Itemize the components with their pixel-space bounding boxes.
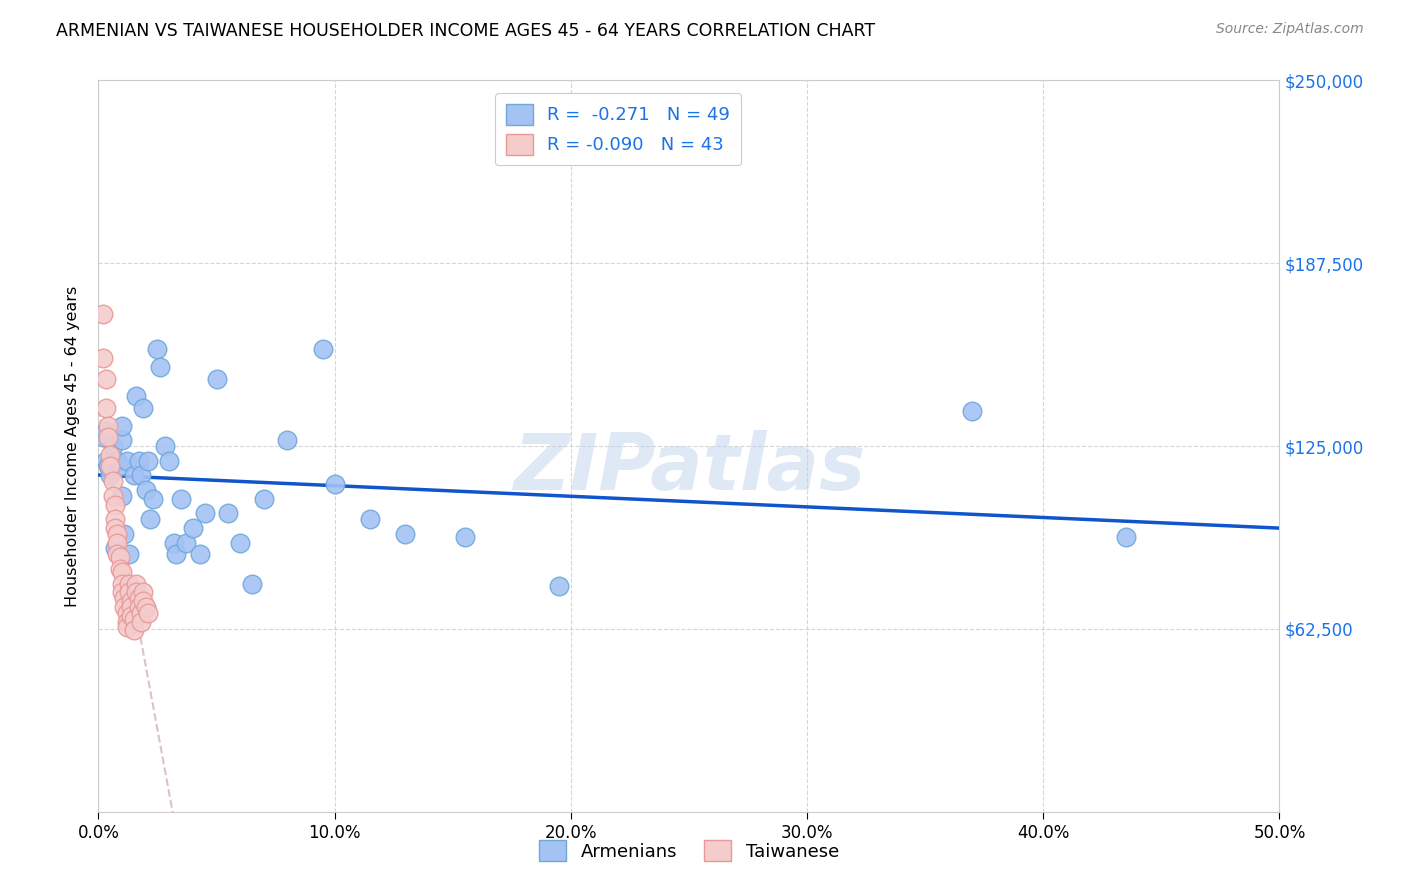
Point bbox=[129, 606, 152, 620]
Point bbox=[276, 433, 298, 447]
Point bbox=[121, 599, 143, 614]
Point bbox=[453, 530, 475, 544]
Point bbox=[135, 483, 157, 497]
Point bbox=[112, 526, 135, 541]
Point bbox=[98, 459, 121, 474]
Point bbox=[139, 512, 162, 526]
Point bbox=[240, 576, 263, 591]
Point bbox=[94, 401, 117, 415]
Point bbox=[153, 439, 176, 453]
Point bbox=[548, 579, 571, 593]
Point bbox=[962, 404, 984, 418]
Point bbox=[97, 418, 120, 433]
Point bbox=[94, 453, 117, 467]
Point bbox=[132, 401, 155, 415]
Point bbox=[129, 615, 152, 629]
Point bbox=[111, 418, 134, 433]
Point bbox=[394, 526, 416, 541]
Legend: Armenians, Taiwanese: Armenians, Taiwanese bbox=[531, 833, 846, 869]
Point bbox=[104, 541, 127, 556]
Point bbox=[136, 606, 159, 620]
Point bbox=[122, 624, 145, 638]
Point bbox=[121, 608, 143, 623]
Text: ARMENIAN VS TAIWANESE HOUSEHOLDER INCOME AGES 45 - 64 YEARS CORRELATION CHART: ARMENIAN VS TAIWANESE HOUSEHOLDER INCOME… bbox=[56, 22, 876, 40]
Point bbox=[104, 512, 127, 526]
Point bbox=[142, 491, 165, 506]
Point bbox=[94, 372, 117, 386]
Point bbox=[188, 547, 211, 561]
Point bbox=[115, 615, 138, 629]
Point bbox=[118, 576, 141, 591]
Point bbox=[205, 372, 228, 386]
Point bbox=[125, 576, 148, 591]
Point bbox=[112, 599, 135, 614]
Point bbox=[111, 576, 134, 591]
Point bbox=[194, 506, 217, 520]
Y-axis label: Householder Income Ages 45 - 64 years: Householder Income Ages 45 - 64 years bbox=[65, 285, 80, 607]
Point bbox=[122, 468, 145, 483]
Point bbox=[115, 606, 138, 620]
Point bbox=[111, 565, 134, 579]
Point bbox=[108, 459, 131, 474]
Point bbox=[122, 612, 145, 626]
Text: ZIPatlas: ZIPatlas bbox=[513, 430, 865, 506]
Point bbox=[104, 498, 127, 512]
Point bbox=[105, 535, 128, 549]
Point bbox=[128, 453, 150, 467]
Point bbox=[108, 550, 131, 565]
Point bbox=[101, 439, 124, 453]
Point bbox=[146, 343, 169, 357]
Point bbox=[132, 585, 155, 599]
Point bbox=[111, 433, 134, 447]
Point bbox=[98, 468, 121, 483]
Point bbox=[125, 585, 148, 599]
Point bbox=[112, 591, 135, 606]
Point bbox=[135, 599, 157, 614]
Point bbox=[118, 585, 141, 599]
Point bbox=[170, 491, 193, 506]
Point bbox=[94, 425, 117, 439]
Point bbox=[101, 489, 124, 503]
Point bbox=[118, 547, 141, 561]
Point bbox=[91, 351, 114, 366]
Point bbox=[108, 562, 131, 576]
Point bbox=[1115, 530, 1137, 544]
Point bbox=[105, 547, 128, 561]
Point bbox=[105, 453, 128, 467]
Point bbox=[128, 599, 150, 614]
Point bbox=[174, 535, 197, 549]
Point bbox=[97, 459, 120, 474]
Point bbox=[115, 620, 138, 634]
Point bbox=[359, 512, 381, 526]
Point bbox=[253, 491, 276, 506]
Point bbox=[229, 535, 252, 549]
Text: Source: ZipAtlas.com: Source: ZipAtlas.com bbox=[1216, 22, 1364, 37]
Point bbox=[157, 453, 180, 467]
Point bbox=[163, 535, 186, 549]
Point bbox=[98, 448, 121, 462]
Point bbox=[181, 521, 204, 535]
Point bbox=[125, 389, 148, 403]
Point bbox=[111, 489, 134, 503]
Point bbox=[129, 468, 152, 483]
Point bbox=[128, 591, 150, 606]
Point bbox=[111, 585, 134, 599]
Point bbox=[101, 474, 124, 488]
Point bbox=[91, 430, 114, 444]
Point bbox=[165, 547, 187, 561]
Point bbox=[149, 359, 172, 374]
Point bbox=[115, 453, 138, 467]
Point bbox=[105, 526, 128, 541]
Point bbox=[312, 343, 335, 357]
Point bbox=[217, 506, 239, 520]
Point bbox=[97, 430, 120, 444]
Point bbox=[323, 477, 346, 491]
Point bbox=[104, 521, 127, 535]
Point bbox=[121, 594, 143, 608]
Point bbox=[91, 307, 114, 321]
Point bbox=[132, 594, 155, 608]
Point bbox=[136, 453, 159, 467]
